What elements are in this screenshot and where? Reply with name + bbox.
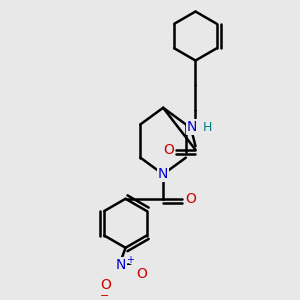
Text: O: O bbox=[185, 192, 196, 206]
Text: N: N bbox=[158, 167, 168, 181]
Text: O: O bbox=[163, 143, 174, 157]
Text: N: N bbox=[187, 120, 197, 134]
Text: +: + bbox=[126, 255, 134, 265]
Text: O: O bbox=[100, 278, 111, 292]
Text: −: − bbox=[100, 291, 109, 300]
Text: H: H bbox=[203, 122, 212, 134]
Text: N: N bbox=[116, 258, 126, 272]
Text: O: O bbox=[137, 267, 148, 281]
